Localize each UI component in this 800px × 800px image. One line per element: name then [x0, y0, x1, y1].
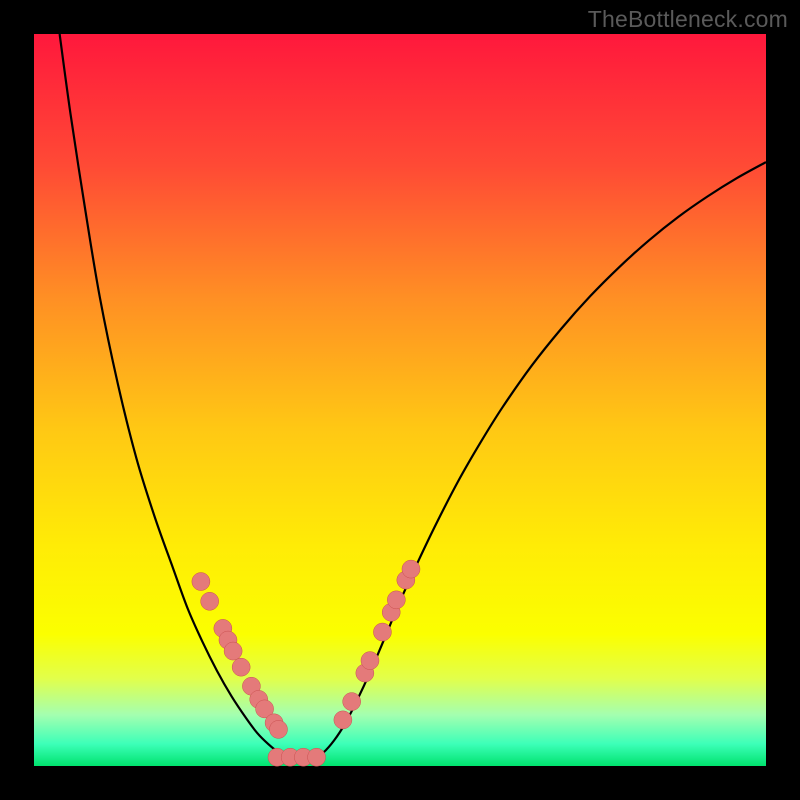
- marker-point: [308, 748, 326, 766]
- marker-point: [201, 592, 219, 610]
- watermark-text: TheBottleneck.com: [588, 6, 788, 33]
- marker-point: [343, 693, 361, 711]
- marker-point: [192, 573, 210, 591]
- chart-container: TheBottleneck.com: [0, 0, 800, 800]
- marker-point: [334, 711, 352, 729]
- marker-point: [269, 720, 287, 738]
- marker-point: [361, 652, 379, 670]
- marker-point: [232, 658, 250, 676]
- plot-background: [34, 34, 766, 766]
- marker-point: [373, 623, 391, 641]
- marker-point: [402, 560, 420, 578]
- marker-point: [387, 591, 405, 609]
- marker-point: [224, 642, 242, 660]
- bottleneck-chart: [0, 0, 800, 800]
